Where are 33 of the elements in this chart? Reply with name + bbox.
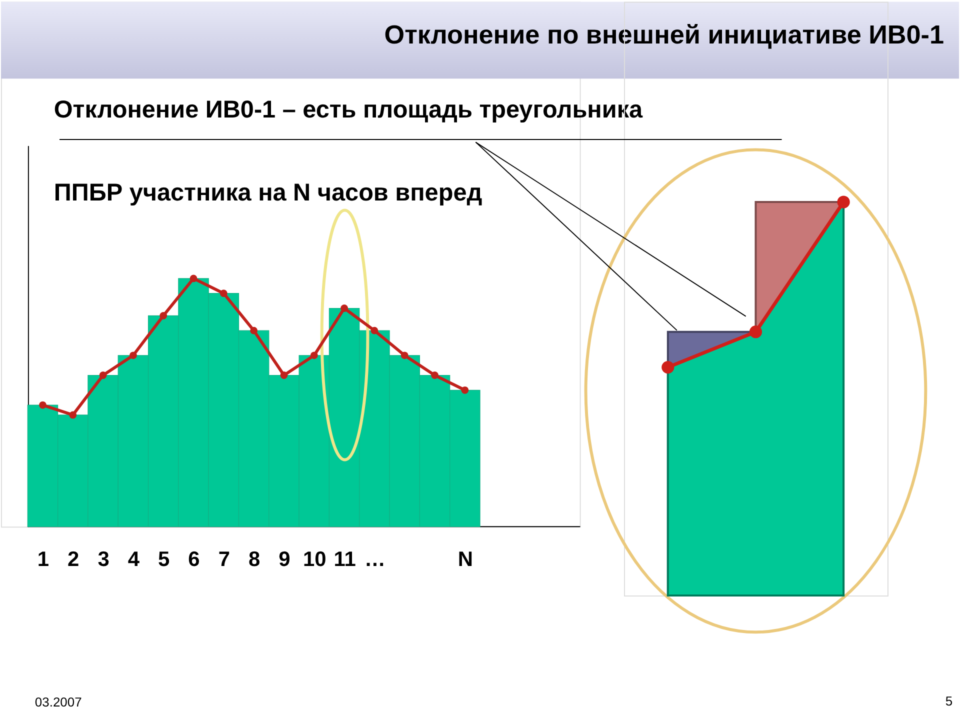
point bbox=[431, 372, 438, 379]
text: ППБР участника на N часов вперед bbox=[54, 179, 482, 206]
point bbox=[250, 326, 258, 334]
x-tick-label: 2 bbox=[68, 548, 80, 572]
x-tick-label: 3 bbox=[98, 548, 110, 572]
point bbox=[129, 352, 137, 360]
text: 03.2007 bbox=[34, 694, 82, 710]
point bbox=[220, 290, 228, 298]
point bbox=[461, 386, 469, 394]
text: 5 bbox=[945, 693, 953, 708]
text: Отклонение по внешней инициативе ИВ0-1 bbox=[384, 20, 944, 50]
x-tick-label: 6 bbox=[188, 548, 200, 572]
point bbox=[400, 352, 408, 360]
point bbox=[370, 326, 378, 334]
x-tick-label: 9 bbox=[278, 548, 290, 572]
chart-subtitle: Отклонение ИВ0-1 – есть площадь треугольника bbox=[54, 96, 644, 124]
x-tick-label: 7 bbox=[218, 548, 230, 572]
point bbox=[99, 372, 107, 379]
point bbox=[69, 411, 77, 419]
x-tick-label: 10 bbox=[302, 548, 326, 572]
x-tick-label: … bbox=[364, 548, 386, 572]
point bbox=[280, 372, 288, 379]
point bbox=[340, 304, 348, 312]
x-tick-label: 11 bbox=[334, 548, 356, 572]
point bbox=[190, 274, 198, 282]
x-tick-label: 1 bbox=[37, 548, 50, 572]
x-tick-label: 4 bbox=[128, 548, 140, 572]
x-tick-label: 5 bbox=[158, 548, 170, 572]
point bbox=[310, 352, 318, 360]
x-tick-label: N bbox=[458, 548, 473, 572]
x-tick-label: 8 bbox=[248, 548, 260, 572]
point bbox=[160, 312, 168, 320]
point bbox=[39, 401, 46, 409]
